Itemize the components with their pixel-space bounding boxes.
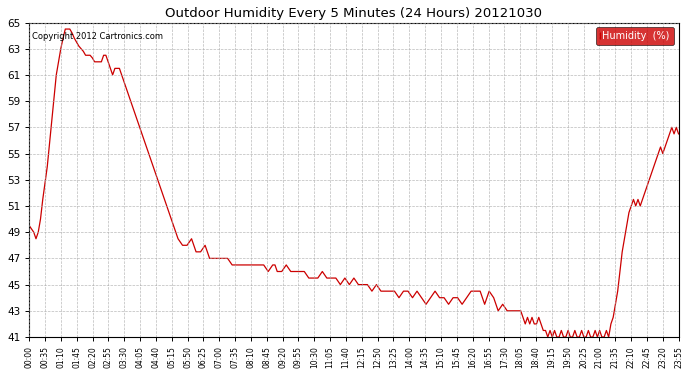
Text: Copyright 2012 Cartronics.com: Copyright 2012 Cartronics.com <box>32 32 164 41</box>
Legend: Humidity  (%): Humidity (%) <box>595 27 673 45</box>
Title: Outdoor Humidity Every 5 Minutes (24 Hours) 20121030: Outdoor Humidity Every 5 Minutes (24 Hou… <box>166 7 542 20</box>
